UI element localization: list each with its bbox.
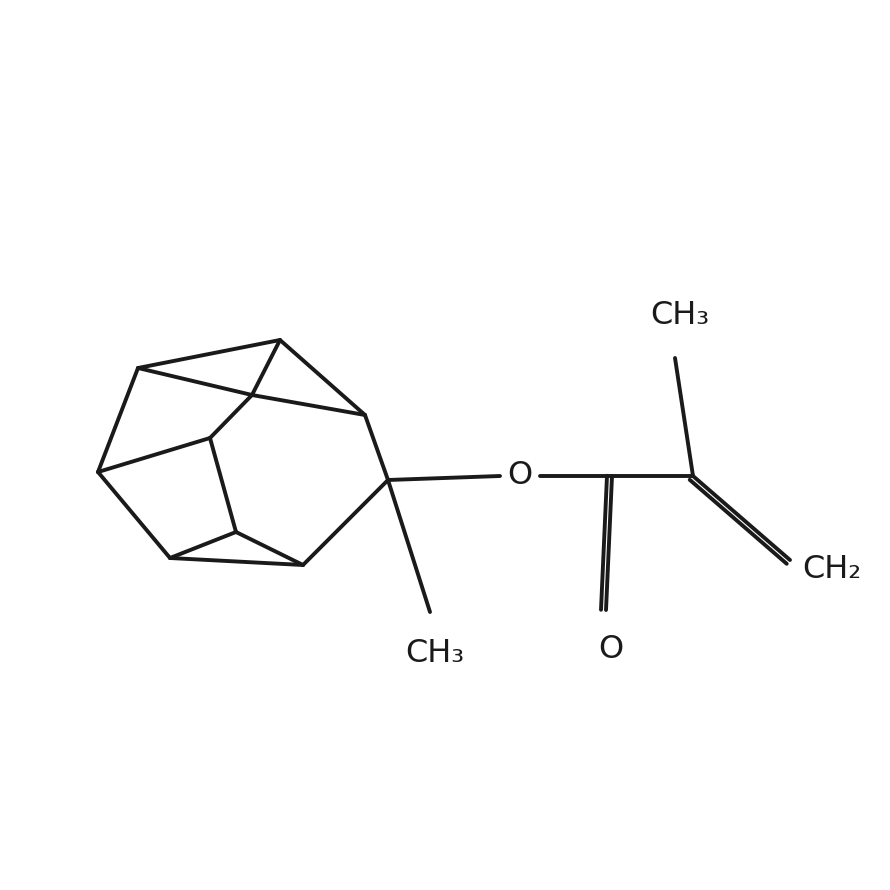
Text: CH₂: CH₂ (803, 554, 862, 586)
Text: CH₃: CH₃ (406, 638, 465, 669)
Text: CH₃: CH₃ (651, 301, 709, 331)
Text: O: O (598, 635, 624, 666)
Text: O: O (507, 460, 532, 491)
